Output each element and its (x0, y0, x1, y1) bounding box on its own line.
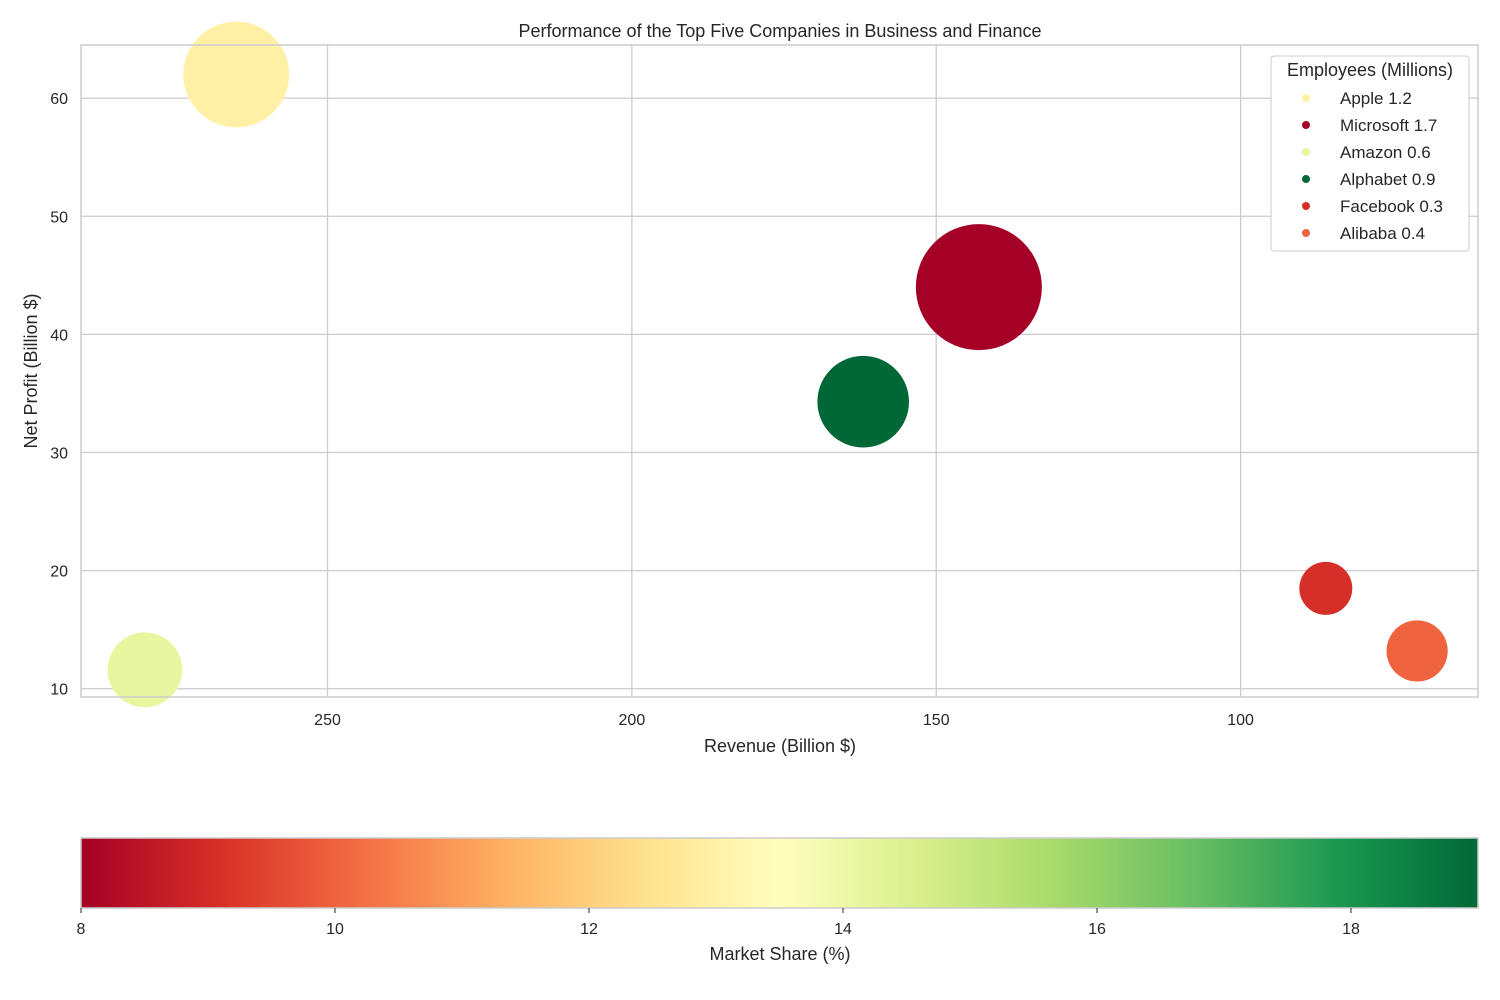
bubble-microsoft (915, 224, 1042, 351)
y-tick-labels: 10 20 30 40 50 60 (50, 91, 68, 699)
bubble-amazon (107, 632, 183, 708)
chart-title: Performance of the Top Five Companies in… (519, 21, 1042, 41)
legend-label: Alibaba 0.4 (1340, 224, 1425, 243)
y-axis-label: Net Profit (Billion $) (21, 293, 41, 448)
legend-label: Microsoft 1.7 (1340, 116, 1437, 135)
legend-marker (1302, 148, 1310, 156)
plot-frame (80, 44, 1479, 698)
x-tick-label: 100 (1227, 712, 1254, 729)
legend-label: Alphabet 0.9 (1340, 170, 1435, 189)
y-tick-label: 10 (50, 682, 68, 699)
y-tick-label: 20 (50, 564, 68, 581)
colorbar-tick-label: 18 (1342, 921, 1360, 938)
colorbar-label: Market Share (%) (709, 944, 850, 964)
x-tick-label: 250 (314, 712, 341, 729)
y-tick-label: 60 (50, 91, 68, 108)
x-tick-label: 150 (923, 712, 950, 729)
colorbar-tick-label: 10 (326, 921, 344, 938)
colorbar-tick-label: 14 (834, 921, 852, 938)
legend-marker (1302, 202, 1310, 210)
x-tick-label: 200 (619, 712, 646, 729)
legend-marker (1302, 121, 1310, 129)
legend-label: Amazon 0.6 (1340, 143, 1431, 162)
bubble-apple (183, 21, 290, 128)
legend-box (1270, 55, 1470, 252)
colorbar-tick-label: 12 (580, 921, 598, 938)
x-axis-label: Revenue (Billion $) (704, 736, 856, 756)
data-points (107, 21, 1448, 708)
bubble-alibaba (1386, 620, 1448, 682)
y-tick-label: 40 (50, 327, 68, 344)
colorbar: 8 10 12 14 16 18 Market Share (%) (77, 837, 1479, 964)
y-tick-label: 50 (50, 209, 68, 226)
colorbar-tick-label: 16 (1088, 921, 1106, 938)
legend-label: Facebook 0.3 (1340, 197, 1443, 216)
legend-title: Employees (Millions) (1287, 60, 1453, 80)
bubble-alphabet (817, 355, 909, 448)
legend-items: Apple 1.2 Microsoft 1.7 Amazon 0.6 Alphabet… (1302, 89, 1443, 243)
colorbar-tick-label: 8 (77, 921, 86, 938)
legend-marker (1302, 175, 1310, 183)
grid (81, 45, 1478, 697)
colorbar-gradient (81, 838, 1478, 908)
y-tick-label: 30 (50, 446, 68, 463)
legend: Employees (Millions) Apple 1.2 Microsoft … (1270, 55, 1470, 252)
legend-marker (1302, 229, 1310, 237)
colorbar-ticks: 8 10 12 14 16 18 (77, 908, 1360, 938)
colorbar-frame (80, 837, 1479, 909)
legend-marker (1302, 94, 1310, 102)
x-tick-labels: 250 200 150 100 (314, 712, 1254, 729)
legend-label: Apple 1.2 (1340, 89, 1412, 108)
bubble-facebook (1299, 561, 1353, 615)
